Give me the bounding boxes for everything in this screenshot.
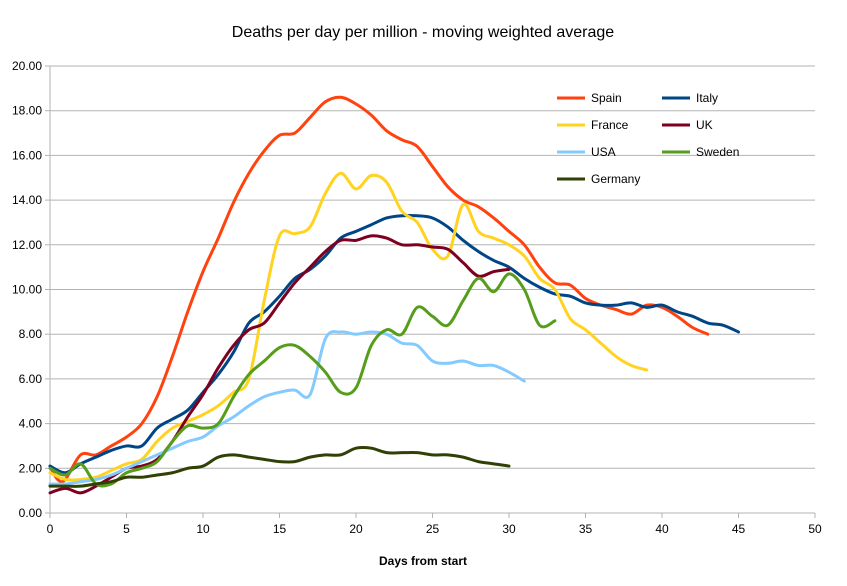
y-tick-label: 2.00 bbox=[19, 461, 43, 475]
legend-label-sweden: Sweden bbox=[696, 145, 739, 159]
x-tick-label: 0 bbox=[47, 522, 54, 536]
x-tick-label: 20 bbox=[349, 522, 363, 536]
series-lines bbox=[48, 95, 740, 495]
x-tick-label: 15 bbox=[273, 522, 287, 536]
x-tick-label: 10 bbox=[196, 522, 210, 536]
x-tick-label: 25 bbox=[426, 522, 440, 536]
axes bbox=[45, 65, 816, 518]
y-tick-label: 4.00 bbox=[19, 417, 43, 431]
y-tick-label: 12.00 bbox=[12, 238, 42, 252]
series-line-italy bbox=[48, 213, 740, 475]
x-tick-label: 40 bbox=[655, 522, 669, 536]
legend-label-france: France bbox=[591, 118, 629, 132]
x-tick-label: 50 bbox=[808, 522, 822, 536]
y-tick-label: 10.00 bbox=[12, 283, 42, 297]
legend-label-italy: Italy bbox=[696, 91, 718, 105]
legend: Spain Italy France UK USA Sweden Germany bbox=[557, 91, 739, 186]
series-line-france bbox=[48, 171, 649, 482]
series-line-germany bbox=[48, 445, 511, 488]
x-tick-label: 30 bbox=[502, 522, 516, 536]
y-tick-label: 20.00 bbox=[12, 59, 42, 73]
y-tick-label: 8.00 bbox=[19, 327, 43, 341]
series-line-usa bbox=[48, 330, 526, 486]
grid-lines bbox=[50, 65, 815, 514]
y-tick-label: 14.00 bbox=[12, 193, 42, 207]
x-tick-label: 45 bbox=[732, 522, 746, 536]
y-tick-label: 16.00 bbox=[12, 148, 42, 162]
series-line-sweden bbox=[48, 272, 557, 488]
y-tick-label: 6.00 bbox=[19, 372, 43, 386]
x-tick-label: 35 bbox=[579, 522, 593, 536]
x-axis-label: Days from start bbox=[379, 554, 467, 568]
legend-label-uk: UK bbox=[696, 118, 713, 132]
y-tick-label: 18.00 bbox=[12, 104, 42, 118]
legend-label-spain: Spain bbox=[591, 91, 622, 105]
legend-label-usa: USA bbox=[591, 145, 616, 159]
x-tick-label: 5 bbox=[123, 522, 130, 536]
y-tick-label: 0.00 bbox=[19, 506, 43, 520]
tick-labels: 0.00 2.00 4.00 6.00 8.00 10.00 12.00 14.00 16.00… bbox=[12, 59, 822, 536]
chart-title: Deaths per day per million - moving weig… bbox=[232, 24, 615, 41]
legend-label-germany: Germany bbox=[591, 172, 640, 186]
